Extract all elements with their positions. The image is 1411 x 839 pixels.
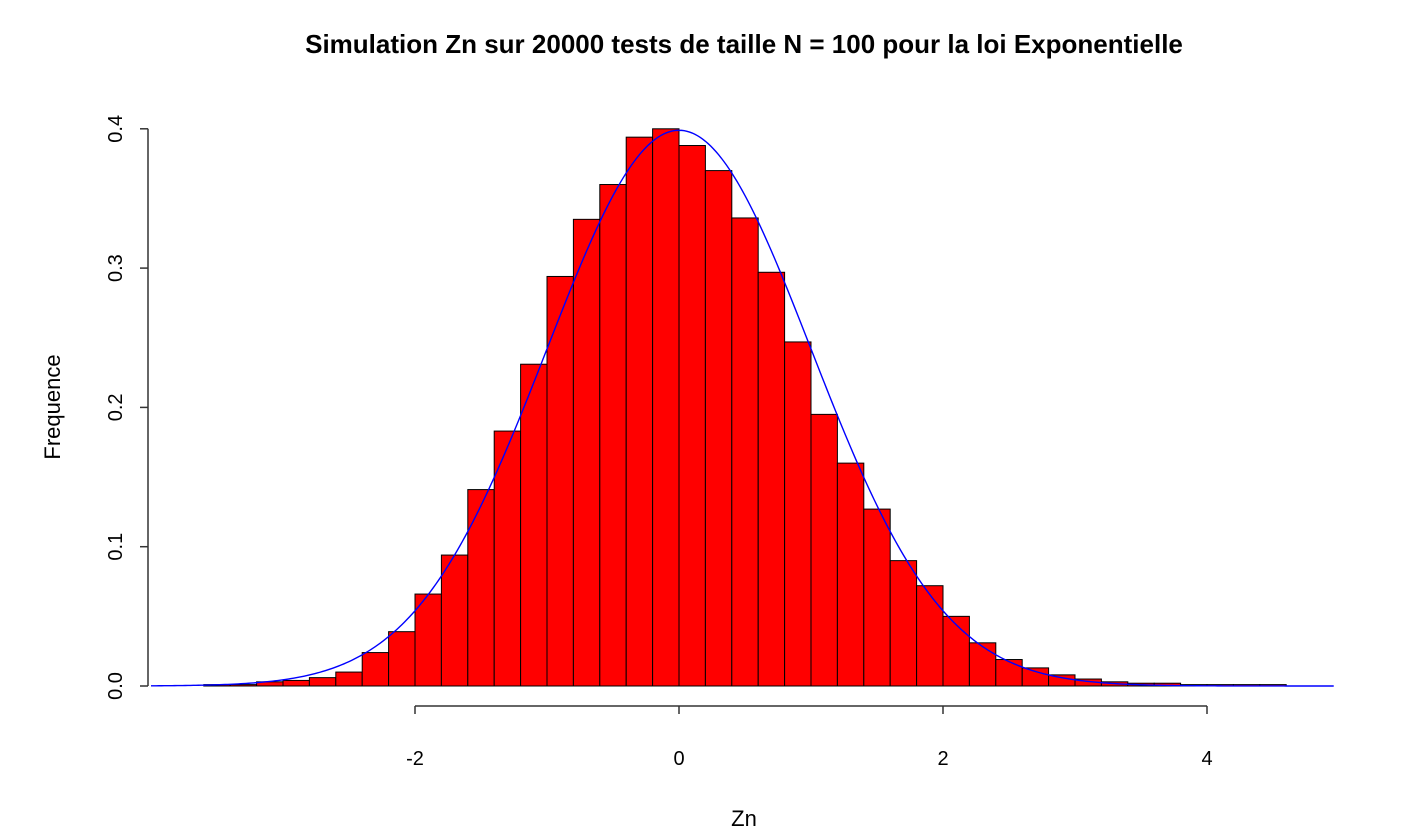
histogram-bar <box>440 554 469 687</box>
histogram-bar <box>942 615 970 687</box>
y-axis: 0.0 0.1 0.2 0.3 0.4 <box>105 115 149 700</box>
y-tick-label: 0.0 <box>105 672 127 700</box>
y-tick-label: 0.1 <box>105 533 127 561</box>
histogram-bar <box>757 271 786 687</box>
x-axis-label: Zn <box>731 806 757 831</box>
histogram-bar <box>308 677 337 687</box>
histogram-bar <box>652 128 680 687</box>
histogram-bar <box>467 489 495 687</box>
histogram-bar <box>704 170 733 687</box>
histogram-bar <box>335 671 363 687</box>
histogram-bar <box>282 679 310 687</box>
y-axis-label: Frequence <box>40 354 65 459</box>
histogram-bar <box>863 508 891 687</box>
histogram-bar <box>678 145 706 687</box>
histogram-bar <box>784 341 812 687</box>
histogram-bar <box>520 363 548 687</box>
histogram-bar <box>916 585 944 687</box>
histogram-bar <box>968 642 997 687</box>
histogram-bar <box>1021 667 1050 687</box>
x-tick-label: 0 <box>673 748 684 770</box>
x-tick-label: -2 <box>406 748 424 770</box>
histogram-bar <box>388 631 416 687</box>
y-tick-label: 0.3 <box>105 254 127 282</box>
y-tick-label: 0.2 <box>105 393 127 421</box>
histogram-bar <box>414 593 442 687</box>
histogram-bar <box>599 184 627 687</box>
chart-title: Simulation Zn sur 20000 tests de taille … <box>305 29 1183 59</box>
normal-density-curve <box>150 129 1334 687</box>
histogram-bars <box>203 128 1287 687</box>
histogram-bar <box>572 218 601 687</box>
x-axis: -2 0 2 4 <box>406 705 1213 770</box>
histogram-bar <box>810 413 838 687</box>
x-tick-label: 4 <box>1201 748 1212 770</box>
histogram-bar <box>361 652 390 687</box>
histogram-bar <box>889 560 918 687</box>
y-tick-label: 0.4 <box>105 115 127 143</box>
histogram-bar <box>995 659 1023 687</box>
histogram-bar <box>836 462 865 687</box>
x-tick-label: 2 <box>937 748 948 770</box>
histogram-bar <box>625 136 654 687</box>
histogram-bar <box>493 430 522 687</box>
histogram-bar <box>229 684 258 687</box>
histogram-bar <box>731 217 759 687</box>
